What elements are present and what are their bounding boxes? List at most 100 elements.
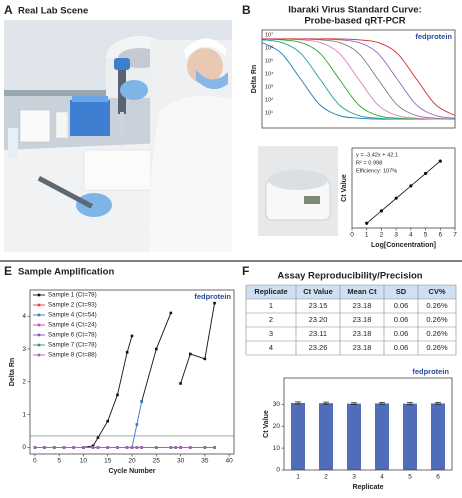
table-cell: 0.06 [394,301,409,310]
table-cell: 23.15 [309,301,328,310]
legend-label: 10⁵ [265,57,273,64]
legend-swatch-marker [37,313,41,317]
x-tick-label: 20 [128,458,136,465]
bar [375,403,389,470]
series-marker [96,446,100,449]
y-tick-label: 3 [22,346,26,353]
legend-label: 10⁷ [265,31,273,38]
table-cell: 23.18 [353,315,372,324]
x-tick-label: 2 [380,232,384,239]
legend-label: 10² [265,97,273,103]
x-tick-label: 1 [365,232,369,239]
table-cell: 0.26% [426,301,448,310]
legend-label: Sample 7 (Ct=78) [48,342,97,349]
series-marker [154,446,158,449]
y-axis-label: Delta Rn [9,358,16,386]
table-header: CV% [428,287,445,296]
data-point [394,196,398,200]
series-line [261,42,455,120]
x-tick-label: 40 [226,458,234,465]
legend-label: Sample 4 (Ct=54) [48,312,97,319]
legend-label: 10³ [265,84,273,90]
table-cell: 0.26% [426,315,448,324]
x-tick-label: 1 [296,474,300,481]
series-marker [62,446,66,449]
table-header-bg [246,285,456,299]
series-marker [82,446,85,449]
centrifuge-photo [258,146,338,236]
table-cell: 4 [269,343,273,352]
series-marker [140,400,144,403]
y-tick-label: 1 [22,411,26,418]
x-tick-label: 0 [350,232,354,239]
data-point [365,221,369,225]
y-tick-label: 30 [273,401,281,408]
table-cell: 3 [269,329,273,338]
table-cell: 0.26% [426,343,448,352]
y-axis-label: Ct Value [263,410,270,438]
panel-subtitle: Probe-based qRT-PCR [304,16,405,27]
lab-photo [4,20,232,252]
bar [431,403,445,470]
legend-label: Sample 4 (Ct=24) [48,322,97,329]
series-line [261,38,456,120]
table-cell: 23.18 [353,329,372,338]
data-point [409,184,413,188]
legend-label: Sample 8 (Ct=88) [48,352,97,359]
series-marker [130,334,134,338]
series-marker [179,446,182,449]
series-marker [179,382,182,385]
table-cell: 1 [269,301,273,310]
panel-title: Assay Reproducibility/Precision [277,271,422,282]
annotation: y = -3.42x + 42.1 [356,152,398,158]
panel-title: Real Lab Scene [18,6,88,17]
table-cell: 23.26 [309,343,328,352]
series-marker [96,436,100,439]
y-tick-label: 4 [22,313,26,320]
watermark: fedprotein [415,32,452,41]
series-marker [169,311,173,315]
series-line [261,38,455,120]
series-marker [116,446,119,449]
x-tick-label: 3 [352,474,356,481]
series-marker [135,423,139,426]
legend-label: Sample 2 (Ct=93) [48,302,97,309]
x-tick-label: 10 [80,458,88,465]
y-tick-label: 2 [22,379,26,386]
series-line [262,38,456,116]
table-header: Ct Value [303,287,333,296]
x-tick-label: 7 [453,232,457,239]
x-tick-label: 5 [57,458,61,465]
x-tick-label: 5 [408,474,412,481]
series-marker [140,446,144,449]
x-tick-label: 3 [394,232,398,239]
series-marker [125,351,129,354]
table-header: SD [396,287,407,296]
table-cell: 0.26% [426,329,448,338]
legend-label: Sample 6 (Ct=78) [48,332,97,339]
panel-title: Sample Amplification [18,267,114,278]
legend-swatch-marker [37,343,41,347]
series-marker [203,446,207,449]
series-marker [72,446,76,449]
bar [347,403,361,470]
series-marker [154,347,158,351]
y-axis-label: Ct Value [341,174,348,202]
table-cell: 0.06 [394,315,409,324]
series-marker [130,446,134,449]
x-tick-label: 4 [409,232,413,239]
series-marker [125,446,129,449]
table-cell: 23.18 [353,301,372,310]
series-marker [188,446,192,449]
annotation: R² = 0.998 [356,160,382,166]
legend-swatch-marker [37,353,41,357]
table-header: Mean Ct [347,287,377,296]
error-bar [435,402,441,405]
series-marker [33,446,37,449]
error-bar [379,402,385,405]
x-tick-label: 30 [177,458,185,465]
y-tick-label: 10 [273,445,281,452]
bar [319,403,333,470]
error-bar [323,401,329,405]
